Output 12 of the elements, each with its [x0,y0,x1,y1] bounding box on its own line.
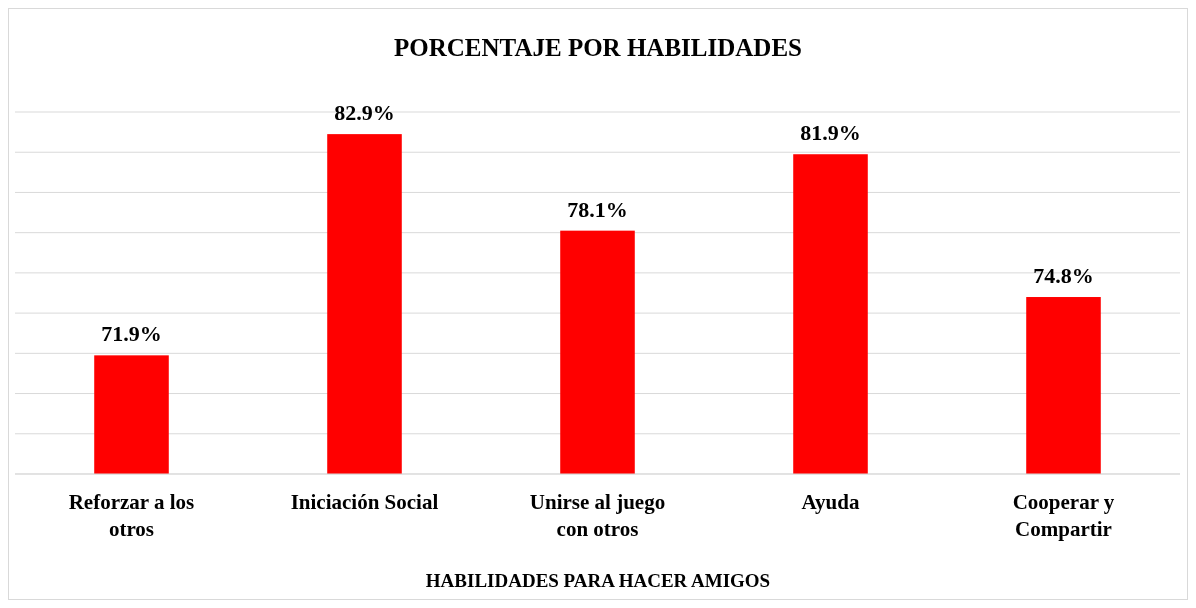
x-tick-label: Reforzar a los otros [68,490,195,541]
data-label: 78.1% [567,196,628,222]
data-label: 71.9% [101,321,162,347]
x-tick-label: Ayuda [801,490,860,514]
x-tick-label: Iniciación Social [290,490,439,514]
x-tick-label: Unirse al juego con otros [529,490,666,541]
chart-title: PORCENTAJE POR HABILIDADES [394,34,802,61]
data-label: 74.8% [1033,263,1094,289]
data-label: 82.9% [334,100,395,126]
x-tick-label: Cooperar y Compartir [1012,490,1115,541]
data-label: 81.9% [800,120,861,146]
x-axis-title: HABILIDADES PARA HACER AMIGOS [425,570,771,591]
